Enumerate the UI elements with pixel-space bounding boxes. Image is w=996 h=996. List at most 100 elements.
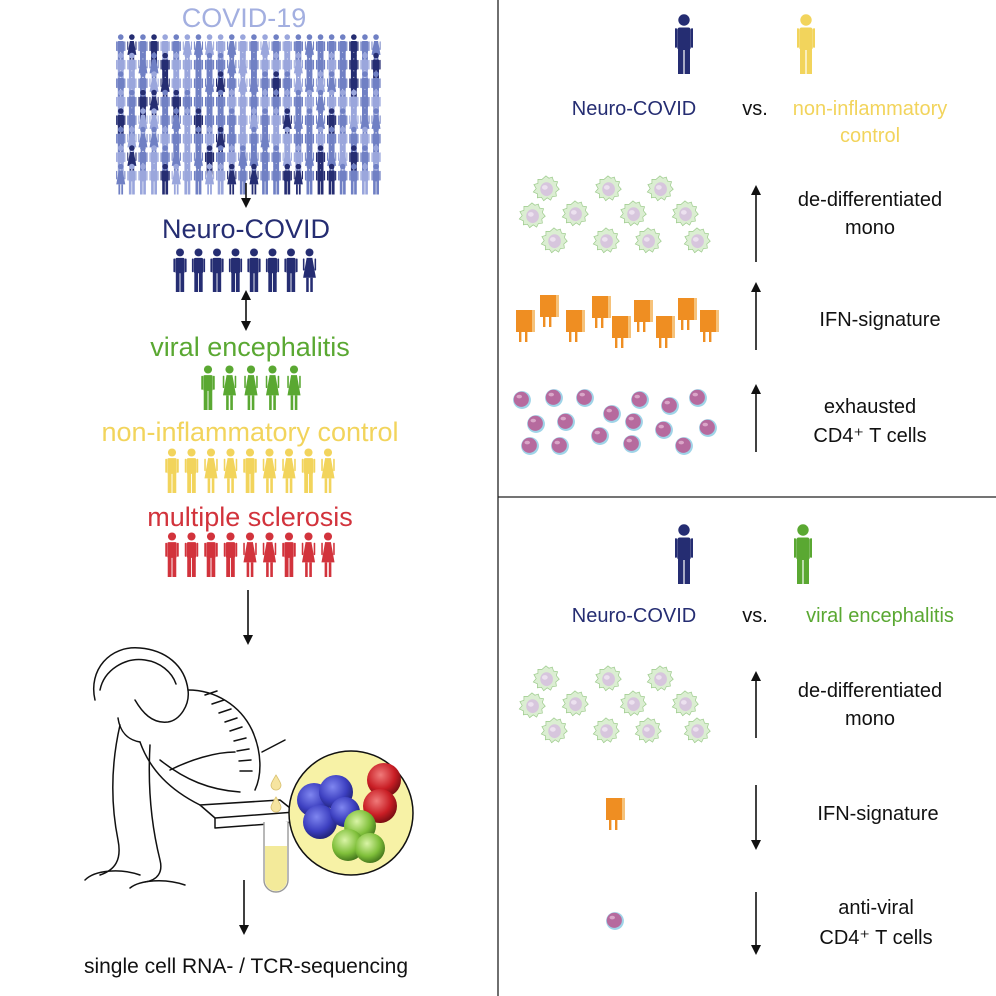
person-icon [173,248,187,292]
person-icon [327,163,337,195]
person-icon [243,532,257,577]
bottom-t-cell-icon [606,912,624,930]
monocyte-icon [634,717,662,744]
ifn-receptor-icon [700,310,719,342]
bottom-mono-label-line2: mono [845,708,895,730]
bottom-ifn-receptor-icon [606,798,625,830]
person-icon [228,248,243,292]
t-cell-icon [625,413,643,431]
person-icon [182,163,192,195]
monocyte-icon [540,717,568,744]
monocyte-icon [561,690,589,717]
t-cell-icon [521,437,539,455]
bottom-mono-label: de-differentiated [798,680,942,702]
viral-encephalitis-patients-icon [201,365,301,410]
neuro-covid-person-icon [675,14,693,75]
monocyte-icon [646,175,674,202]
person-icon [216,163,226,195]
person-icon [149,163,159,195]
monocyte-icon [561,200,589,227]
person-icon [116,163,126,195]
t-cell-icon [699,419,717,437]
control-person-icon [797,14,815,75]
ifn-receptor-icon [678,298,697,330]
top-right-group-label: non-inflammatory [793,98,948,120]
monocyte-icon [594,665,622,692]
control-patients-icon [165,448,335,493]
person-icon [301,532,316,577]
top-mono-label: de-differentiated [798,189,942,211]
person-icon [349,163,359,195]
covid-crowd-icon [116,34,381,195]
monocyte-icon [619,200,647,227]
monocyte-icon [532,175,560,202]
person-icon [301,448,316,493]
person-icon [204,532,218,577]
monocyte-icon [683,227,711,254]
person-icon [260,163,270,195]
person-icon [223,532,238,577]
bottom-tcell-label: anti-viral [838,897,914,919]
ifn-receptor-icon [634,300,653,332]
top-vs-label: vs. [742,98,768,120]
monocyte-icon [594,175,622,202]
person-icon [204,163,215,195]
person-icon [282,163,292,195]
t-cell-icon [631,391,649,409]
top-right-group-label-line2: control [840,125,900,147]
person-icon [171,163,181,195]
monocyte-icon [646,665,674,692]
bottom-vs-label: vs. [742,605,768,627]
person-icon [201,365,215,410]
t-cell-icon [591,427,609,445]
person-icon [165,532,179,577]
monocyte-icon [634,227,662,254]
top-monocytes-icon [518,175,711,254]
t-cell-icon [527,415,545,433]
person-icon [243,448,257,493]
monocyte-icon [671,690,699,717]
ifn-receptor-icon [612,316,631,348]
person-icon [315,163,326,195]
top-t-cells-icon [513,389,717,455]
multiple-sclerosis-title: multiple sclerosis [147,502,353,532]
ifn-receptor-icon [540,295,559,327]
t-cell-icon [545,389,563,407]
ifn-receptor-icon [566,310,585,342]
person-icon [338,163,348,195]
bottom-tcell-label-line2: CD4⁺ T cells [819,927,932,949]
person-icon [262,532,277,577]
t-cell-icon [623,435,641,453]
person-icon [191,248,206,292]
t-cell-icon [551,437,569,455]
test-tube-icon [263,822,289,893]
top-ifn-label: IFN-signature [819,309,940,331]
top-tcell-label-line2: CD4⁺ T cells [813,425,926,447]
t-cell-icon [513,391,531,409]
person-icon [184,448,199,493]
top-left-group-label: Neuro-COVID [572,98,696,120]
monocyte-icon [683,717,711,744]
t-cell-icon [603,405,621,423]
person-icon [282,532,296,577]
t-cell-icon [675,437,693,455]
t-cell-icon [655,421,673,439]
t-cell-icon [689,389,707,407]
monocyte-icon [540,227,568,254]
ifn-receptor-icon [592,296,611,328]
covid-title: COVID-19 [182,3,307,33]
person-icon [247,248,261,292]
bottom-ifn-label: IFN-signature [817,803,938,825]
ifn-receptor-icon [656,316,675,348]
person-icon [360,163,370,195]
ifn-receptor-icon [516,310,535,342]
top-tcell-label: exhausted [824,396,916,418]
person-icon [160,163,170,195]
person-icon [304,163,315,195]
neuro-covid-person-icon [675,524,693,584]
t-cell-icon [576,389,594,407]
person-icon [287,365,301,410]
monocyte-icon [671,200,699,227]
person-icon [271,163,281,195]
